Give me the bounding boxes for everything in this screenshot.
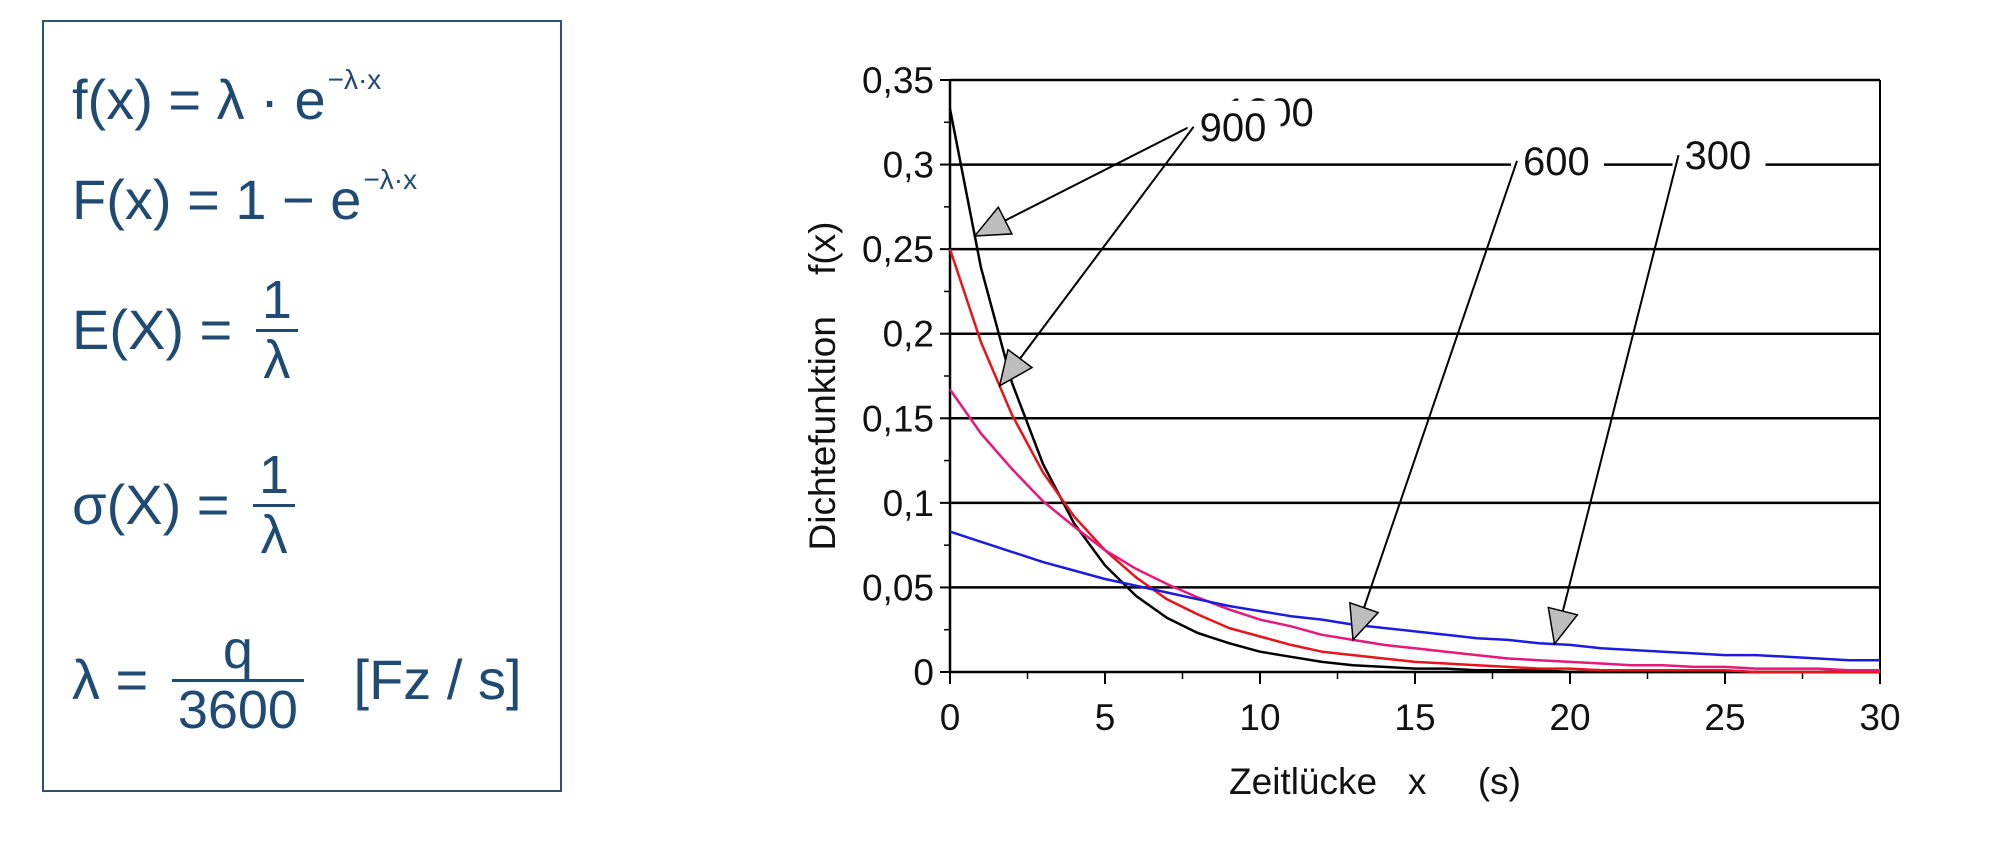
y-tick-label: 0,1 bbox=[883, 483, 934, 524]
lambda-fraction: q 3600 bbox=[171, 620, 304, 739]
lambda-formula: λ = q 3600 [Fz / s] bbox=[72, 622, 522, 738]
annotation-arrow-line bbox=[974, 111, 1220, 237]
cdf-formula-lhs: F(x) = 1 − e bbox=[72, 168, 362, 231]
series-line-600 bbox=[948, 388, 1880, 672]
series-lines bbox=[948, 108, 1880, 674]
annotation-label-300: 300 bbox=[1685, 134, 1752, 178]
annotation-arrow-line bbox=[1352, 160, 1518, 641]
y-tick-label: 0,3 bbox=[883, 145, 934, 186]
mean-denominator: λ bbox=[255, 328, 298, 389]
y-tick-label: 0,25 bbox=[862, 229, 934, 270]
annotation-backing bbox=[1672, 129, 1766, 180]
series-line-300 bbox=[949, 530, 1880, 662]
sd-fraction: 1 λ bbox=[253, 445, 296, 564]
annotation-arrow-line bbox=[998, 126, 1195, 387]
series-line-1200 bbox=[948, 108, 1880, 674]
y-tick-label: 0,2 bbox=[883, 314, 934, 355]
cdf-formula: F(x) = 1 − e−λ·x bbox=[72, 166, 417, 228]
annotation-label-900: 900 bbox=[1200, 106, 1267, 150]
mean-numerator: 1 bbox=[261, 270, 292, 330]
annotation-arrow-line bbox=[1553, 154, 1680, 645]
x-tick-label: 5 bbox=[1095, 697, 1116, 738]
pdf-formula-lhs: f(x) = λ · e bbox=[72, 68, 326, 131]
formula-box: f(x) = λ · e−λ·x F(x) = 1 − e−λ·x E(X) =… bbox=[42, 20, 562, 792]
x-axis-title: Zeitlücke x (s) bbox=[1229, 761, 1521, 802]
cdf-formula-exponent: −λ·x bbox=[363, 164, 418, 195]
density-chart: 0 0,05 0,1 0,15 0,2 0,25 0,3 0,35 0 5 10 15 20 25 30 1… bbox=[802, 60, 1901, 802]
lambda-unit: [Fz / s] bbox=[353, 648, 522, 712]
x-tick-label: 0 bbox=[940, 697, 961, 738]
mean-fraction: 1 λ bbox=[255, 270, 298, 389]
lambda-numerator: q bbox=[222, 620, 253, 680]
series-annotations: 1200900600300 bbox=[973, 85, 1766, 646]
annotation-arrowhead bbox=[1348, 601, 1380, 642]
sd-formula-lhs: σ(X) = bbox=[72, 473, 230, 537]
annotation-label-600: 600 bbox=[1523, 140, 1590, 184]
y-tick-label: 0,15 bbox=[862, 398, 934, 439]
y-tick-label: 0,35 bbox=[862, 60, 934, 101]
annotation-backing bbox=[1511, 134, 1604, 185]
x-tick-label: 10 bbox=[1239, 697, 1280, 738]
grid-lines bbox=[950, 78, 1880, 589]
mean-formula-lhs: E(X) = bbox=[72, 298, 233, 362]
sd-numerator: 1 bbox=[259, 445, 290, 505]
annotation-arrowhead bbox=[998, 348, 1034, 388]
x-tick-label: 30 bbox=[1859, 697, 1900, 738]
annotation-arrowhead bbox=[973, 205, 1014, 237]
ticks: 0 0,05 0,1 0,15 0,2 0,25 0,3 0,35 0 5 10 15 20 25 30 bbox=[862, 60, 1901, 738]
annotation-backing bbox=[1187, 100, 1281, 151]
x-tick-label: 25 bbox=[1704, 697, 1745, 738]
sd-denominator: λ bbox=[253, 503, 296, 564]
x-tick-label: 15 bbox=[1394, 697, 1435, 738]
y-tick-label: 0 bbox=[913, 652, 934, 693]
mean-formula: E(X) = 1 λ bbox=[72, 272, 298, 388]
y-tick-label: 0,05 bbox=[862, 567, 934, 608]
sd-formula: σ(X) = 1 λ bbox=[72, 445, 296, 564]
y-axis-title: Dichtefunktion f(x) bbox=[802, 221, 843, 550]
annotation-arrowhead bbox=[1547, 606, 1579, 646]
pdf-formula: f(x) = λ · e−λ·x bbox=[72, 66, 381, 128]
x-tick-label: 20 bbox=[1549, 697, 1590, 738]
lambda-formula-lhs: λ = bbox=[72, 648, 149, 712]
lambda-denominator: 3600 bbox=[171, 678, 304, 739]
pdf-formula-exponent: −λ·x bbox=[327, 64, 382, 95]
